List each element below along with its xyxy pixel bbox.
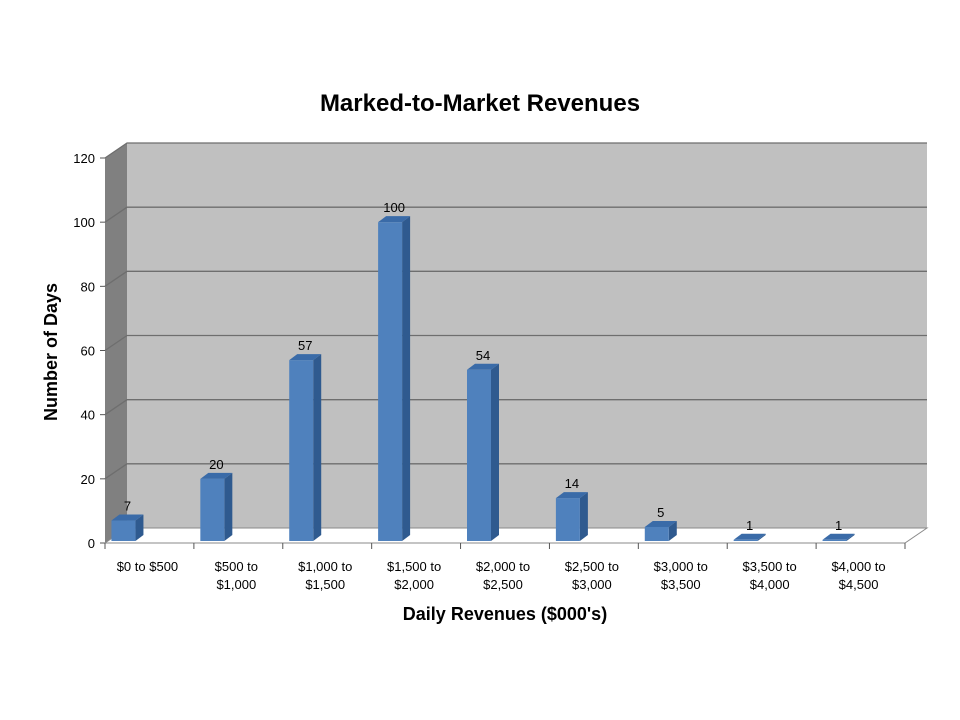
data-label: 100 [383, 200, 405, 215]
bar [644, 520, 677, 541]
y-axis-title: Number of Days [41, 283, 61, 421]
bar [200, 472, 233, 541]
gridline [104, 206, 927, 223]
data-label: 14 [565, 476, 579, 491]
data-label: 1 [746, 518, 753, 533]
x-axis-title: Daily Revenues ($000's) [403, 604, 607, 624]
data-label: 1 [835, 518, 842, 533]
y-tick-label: 100 [73, 215, 95, 230]
bar-side [402, 216, 411, 541]
y-tick-label: 60 [81, 344, 95, 359]
bar-front [555, 498, 580, 541]
data-label: 20 [209, 457, 223, 472]
y-tick-label: 120 [73, 151, 95, 166]
x-category-label: $1,000 to $1,500 [298, 559, 352, 592]
bar-top [733, 533, 766, 540]
bar-side [846, 533, 855, 541]
bar-front [644, 526, 669, 541]
y-tick-label: 20 [81, 472, 95, 487]
bar-top [822, 533, 855, 540]
data-label: 57 [298, 338, 312, 353]
bar [467, 363, 499, 541]
bar [111, 514, 144, 541]
x-category-label: $2,500 to $3,000 [565, 559, 619, 592]
gridline [104, 334, 927, 352]
bar-front [289, 360, 314, 541]
x-axis-categories: $0 to $500 $500 to $1,000 $1,000 to $1,500 $1… [104, 543, 906, 592]
bar [378, 216, 411, 541]
y-tick-label: 0 [88, 536, 95, 551]
bar-side [579, 492, 588, 541]
bar-side [668, 520, 677, 541]
bar-side [757, 533, 766, 541]
bar [733, 533, 766, 541]
bar [822, 533, 855, 541]
data-label: 7 [124, 499, 131, 514]
bar-side [224, 472, 233, 541]
bar-side [313, 354, 322, 541]
bar-top [644, 520, 677, 527]
bars [111, 216, 855, 541]
bar-top [111, 514, 144, 521]
gridline [104, 399, 927, 416]
bar-front [378, 222, 403, 541]
y-axis-ticks: 0 20 40 60 80 100 120 [73, 151, 105, 551]
bar-front [733, 539, 758, 541]
bar-front [467, 369, 491, 541]
bar [555, 492, 588, 541]
bar-top [289, 354, 322, 361]
x-category-label: $0 to $500 [117, 559, 178, 574]
bar-side [491, 363, 499, 541]
x-category-label: $1,500 to $2,000 [387, 559, 441, 592]
bar-top [378, 216, 411, 223]
data-label: 54 [476, 348, 490, 363]
gridline [104, 463, 927, 480]
y-tick-label: 80 [81, 279, 95, 294]
chart-title: Marked-to-Market Revenues [320, 90, 640, 117]
bar-top [467, 363, 499, 370]
bar-front [200, 478, 225, 541]
bar-top [200, 472, 233, 479]
bar-front [822, 539, 847, 541]
y-tick-label: 40 [81, 408, 95, 423]
bar [289, 354, 322, 541]
gridline [104, 142, 927, 159]
bar-front [111, 520, 136, 541]
x-category-label: $500 to $1,000 [215, 559, 258, 592]
data-label: 5 [657, 505, 664, 520]
gridline [104, 270, 927, 287]
gridlines [104, 142, 927, 480]
x-category-label: $2,000 to $2,500 [476, 559, 530, 592]
x-category-label: $4,000 to $4,500 [831, 559, 885, 592]
bar-side [135, 514, 144, 541]
bar-top [555, 492, 588, 499]
x-category-label: $3,000 to $3,500 [654, 559, 708, 592]
data-labels: 7 20 57 100 54 14 5 1 1 [124, 200, 842, 533]
x-category-label: $3,500 to $4,000 [743, 559, 797, 592]
